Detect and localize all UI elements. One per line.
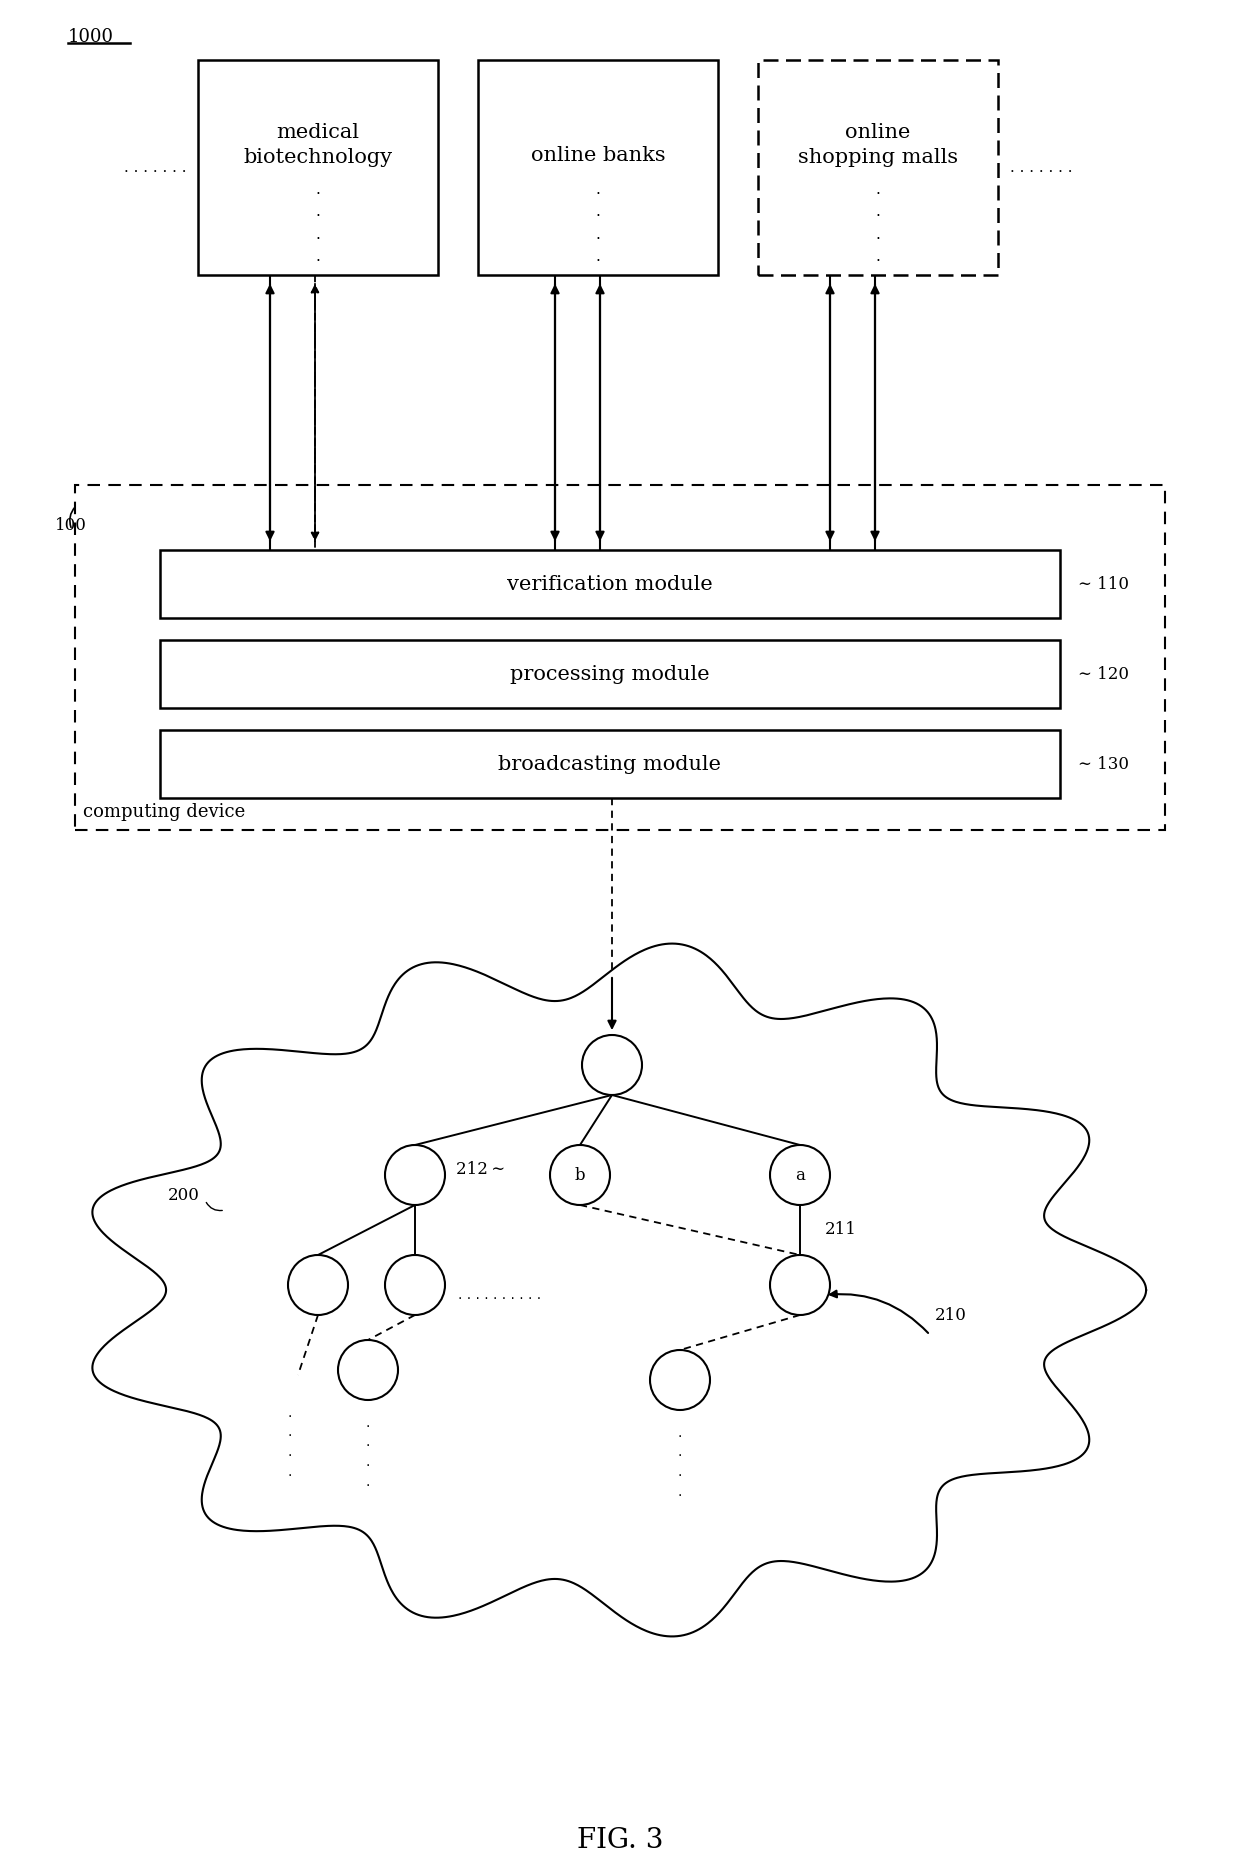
Text: processing module: processing module xyxy=(510,664,709,683)
Text: ·
·
·
·: · · · · xyxy=(678,1430,682,1503)
Text: online banks: online banks xyxy=(531,146,666,165)
Text: ·
·
·
·: · · · · xyxy=(288,1411,293,1482)
Text: . . . . . . . . . .: . . . . . . . . . . xyxy=(459,1289,542,1302)
Text: medical
biotechnology: medical biotechnology xyxy=(243,124,393,167)
Circle shape xyxy=(339,1339,398,1399)
Text: 212 ∼: 212 ∼ xyxy=(456,1161,505,1178)
Polygon shape xyxy=(92,944,1146,1636)
Circle shape xyxy=(384,1144,445,1204)
Text: 210: 210 xyxy=(935,1306,967,1323)
Text: b: b xyxy=(574,1167,585,1184)
Text: FIG. 3: FIG. 3 xyxy=(577,1827,663,1853)
Bar xyxy=(477,60,718,276)
Circle shape xyxy=(770,1255,830,1315)
Circle shape xyxy=(551,1144,610,1204)
Text: 211: 211 xyxy=(825,1221,857,1238)
Bar xyxy=(758,60,998,276)
Circle shape xyxy=(288,1255,348,1315)
Text: online
shopping malls: online shopping malls xyxy=(797,124,959,167)
Circle shape xyxy=(384,1255,445,1315)
Text: ·
·
·
·: · · · · xyxy=(366,1420,371,1493)
Bar xyxy=(198,60,438,276)
Text: ·
·
·
·: · · · · xyxy=(315,188,320,268)
Bar xyxy=(160,730,1060,797)
Bar xyxy=(160,550,1060,617)
Text: 1000: 1000 xyxy=(68,28,114,47)
Text: 100: 100 xyxy=(55,516,87,533)
Text: broadcasting module: broadcasting module xyxy=(498,754,722,773)
Bar xyxy=(160,640,1060,707)
Text: ·
·
·
·: · · · · xyxy=(875,188,880,268)
Text: ·
·
·
·: · · · · xyxy=(595,188,600,268)
Text: verification module: verification module xyxy=(507,574,713,593)
Circle shape xyxy=(770,1144,830,1204)
Text: a: a xyxy=(795,1167,805,1184)
Text: ∼ 120: ∼ 120 xyxy=(1078,666,1128,683)
Text: 200: 200 xyxy=(167,1186,200,1204)
Bar xyxy=(74,486,1166,829)
Text: computing device: computing device xyxy=(83,803,246,822)
Text: ∼ 130: ∼ 130 xyxy=(1078,756,1128,773)
Text: ∼ 110: ∼ 110 xyxy=(1078,576,1128,593)
Circle shape xyxy=(650,1351,711,1411)
Circle shape xyxy=(582,1036,642,1096)
Text: . . . . . . .: . . . . . . . xyxy=(124,161,186,174)
Text: . . . . . . .: . . . . . . . xyxy=(1011,161,1073,174)
